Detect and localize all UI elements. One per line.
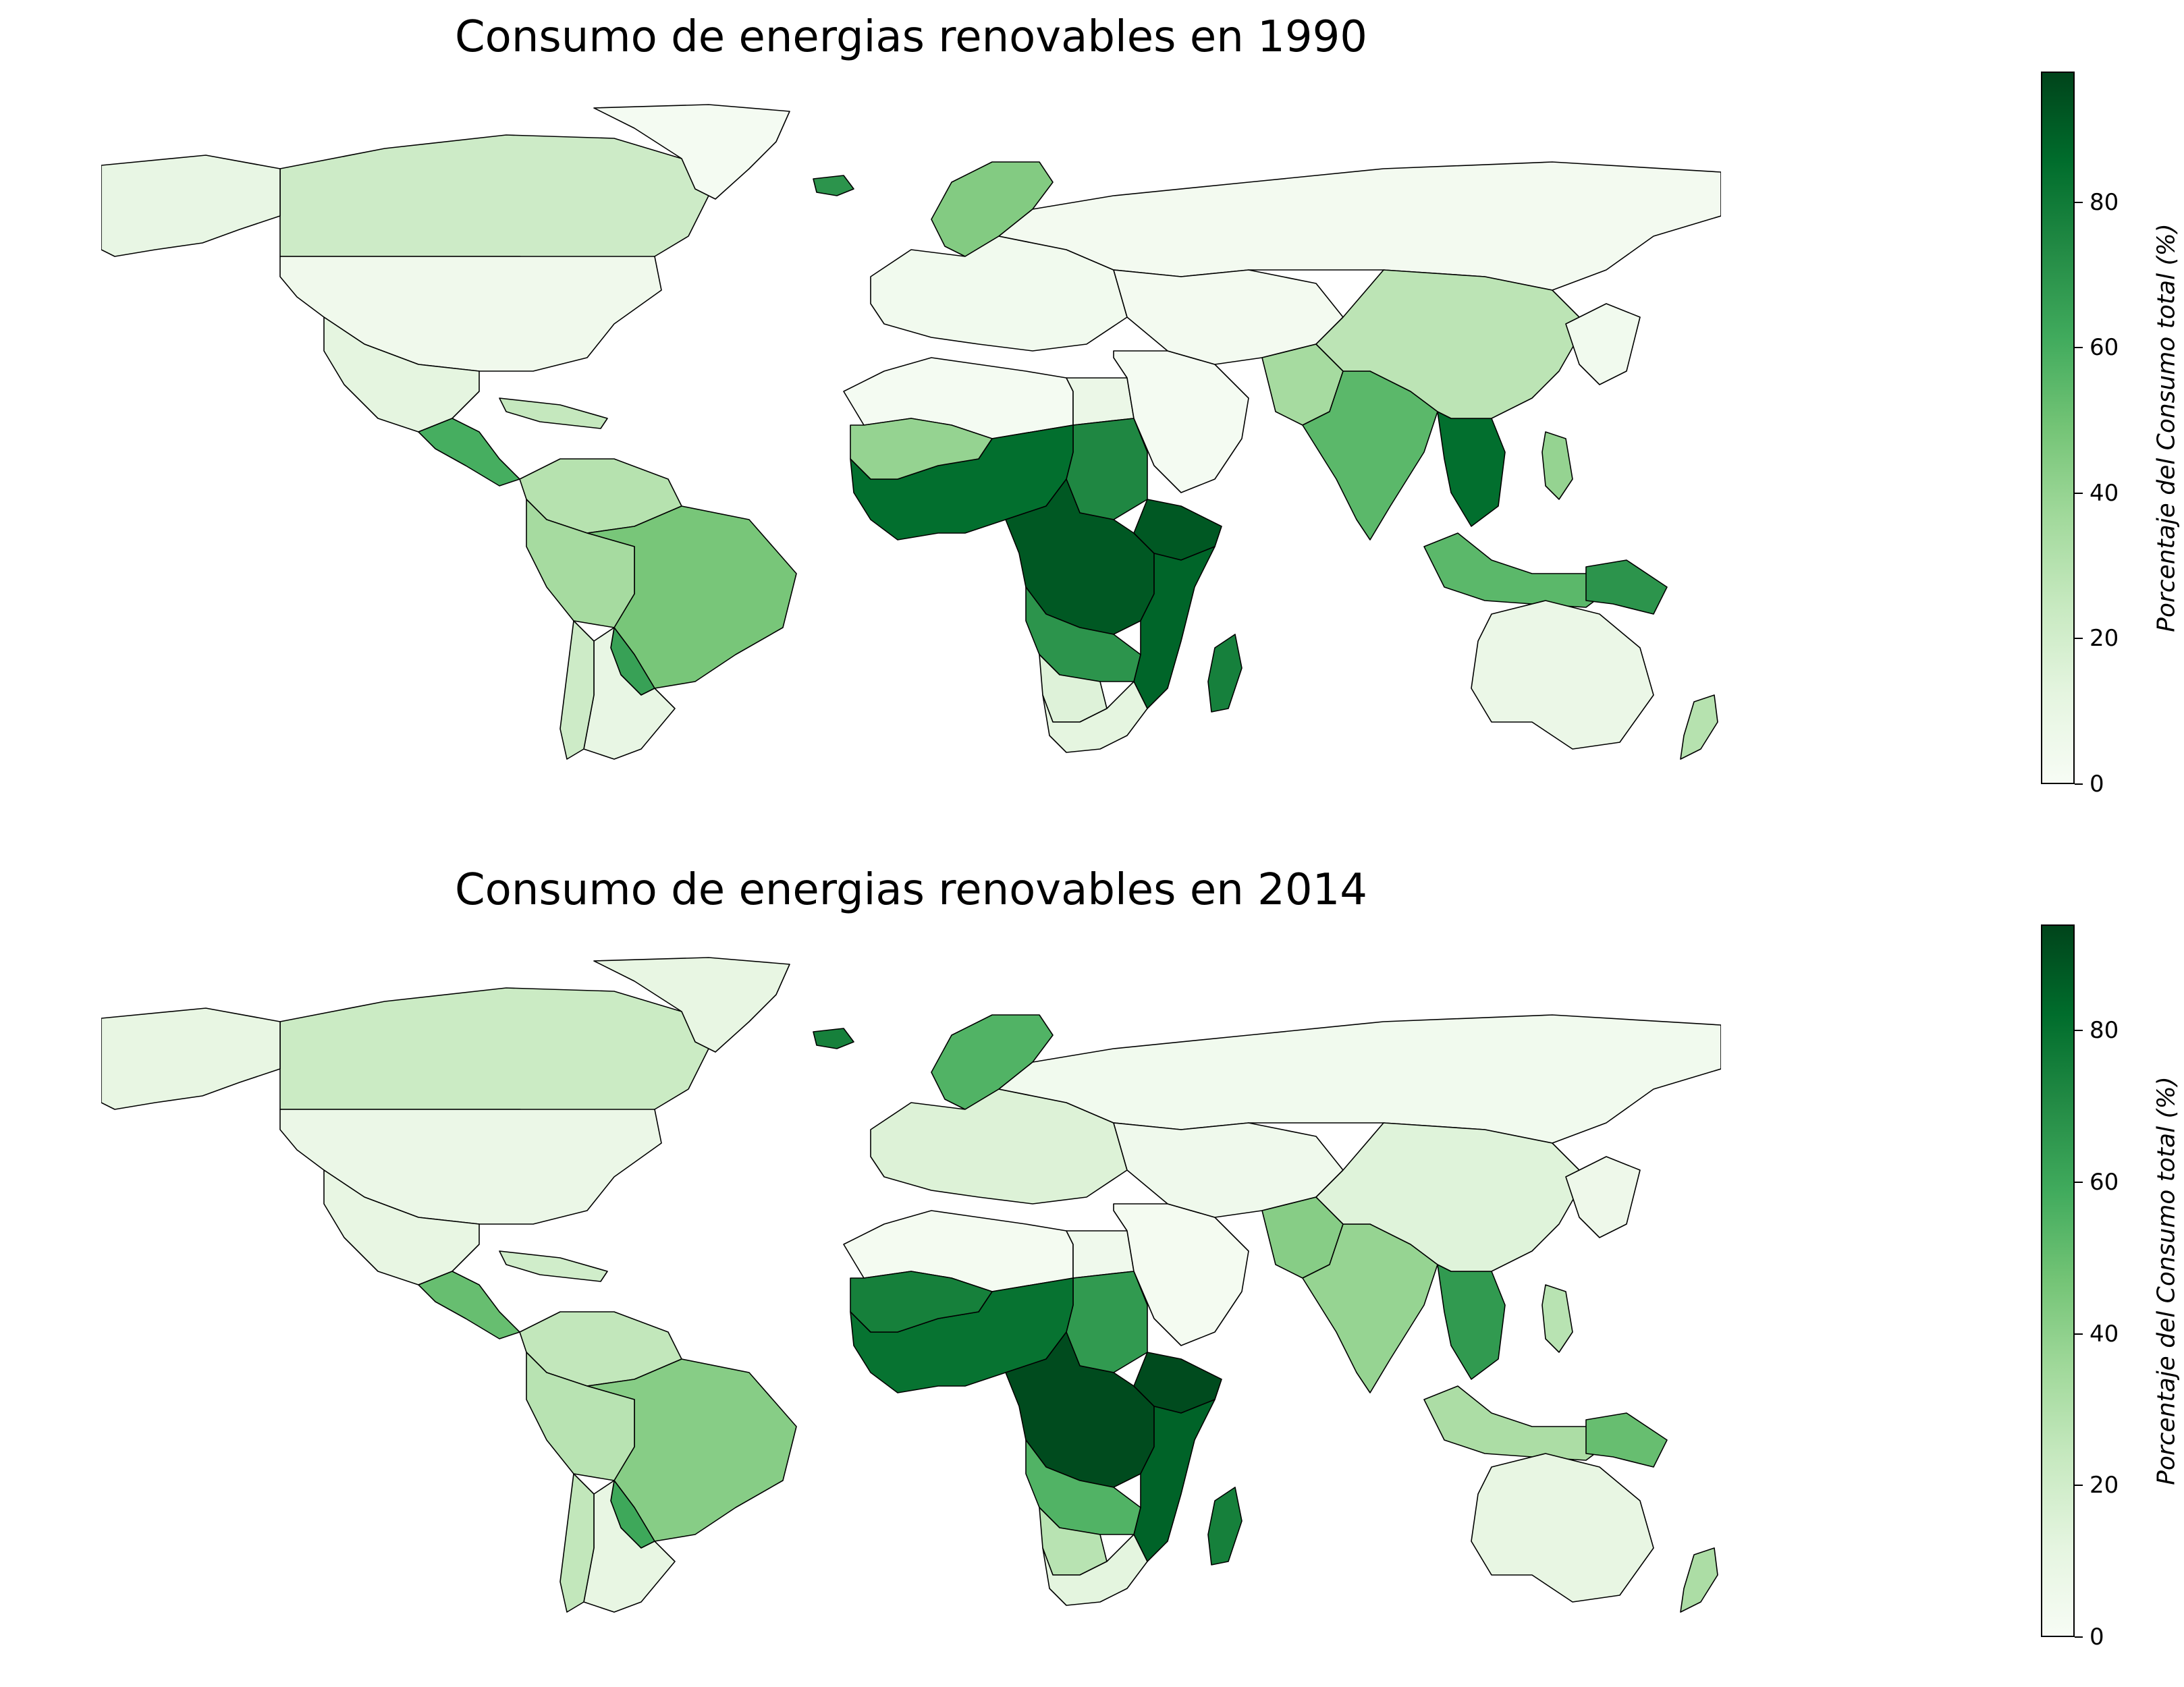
colorbar [2041, 72, 2075, 784]
region-greenland [593, 104, 790, 200]
region-alaska [101, 155, 281, 257]
region-greenland [593, 957, 790, 1053]
region-japan-korea [1565, 303, 1641, 385]
colorbar-tick-label: 60 [2090, 1168, 2119, 1196]
region-japan-korea [1565, 1156, 1641, 1238]
colorbar-tick-label: 80 [2090, 1017, 2119, 1045]
region-scandinavia [931, 1014, 1054, 1110]
region-scandinavia [931, 161, 1054, 257]
region-central-america [418, 418, 520, 487]
region-sudan [1066, 1271, 1148, 1373]
region-south-africa [1042, 1534, 1148, 1606]
region-australia [1471, 1453, 1654, 1603]
region-iceland [813, 1028, 854, 1049]
region-sahel [850, 1271, 993, 1333]
region-sahel [850, 418, 993, 480]
region-myanmar-indochina [1437, 1264, 1506, 1380]
region-russia [998, 161, 1721, 291]
region-united-states [279, 256, 662, 372]
region-indonesia [1423, 532, 1614, 608]
choropleth-map [101, 101, 1721, 763]
region-papua-new-guinea [1585, 559, 1668, 615]
colorbar-tick-label: 60 [2090, 334, 2119, 362]
region-philippines [1541, 1284, 1573, 1353]
region-myanmar-indochina [1437, 411, 1506, 527]
region-china [1315, 269, 1587, 419]
colorbar [2041, 924, 2075, 1637]
colorbar-label: Porcentaje del Consumo total (%) [2152, 223, 2181, 632]
region-caribbean [499, 397, 608, 429]
region-china [1315, 1122, 1587, 1272]
world-map-svg [101, 104, 1721, 760]
region-egypt [1066, 1230, 1135, 1279]
region-chile [559, 1473, 595, 1613]
colorbar-tick-label: 80 [2090, 188, 2119, 216]
region-australia [1471, 600, 1654, 750]
colorbar-tick-label: 40 [2090, 479, 2119, 507]
region-sudan [1066, 418, 1148, 520]
world-map-svg [101, 957, 1721, 1613]
region-east-africa [1133, 1399, 1216, 1562]
region-papua-new-guinea [1585, 1412, 1668, 1468]
region-new-zealand [1680, 694, 1718, 760]
region-peru-bolivia [526, 1352, 635, 1481]
region-caribbean [499, 1250, 608, 1282]
colorbar-tick-label: 0 [2090, 1624, 2104, 1651]
region-egypt [1066, 377, 1135, 426]
region-alaska [101, 1007, 281, 1110]
region-russia [998, 1014, 1721, 1144]
map-panel-2014: Consumo de energias renovables en 2014 0… [0, 853, 2184, 1687]
colorbar-tick-label: 40 [2090, 1320, 2119, 1348]
colorbar-tick-label: 20 [2090, 625, 2119, 653]
region-europe [870, 236, 1128, 352]
region-philippines [1541, 431, 1573, 500]
colorbar-label: Porcentaje del Consumo total (%) [2152, 1076, 2181, 1485]
region-india [1302, 1223, 1438, 1393]
region-madagascar [1207, 1487, 1243, 1566]
region-madagascar [1207, 634, 1243, 713]
region-peru-bolivia [526, 499, 635, 628]
region-united-states [279, 1109, 662, 1225]
region-india [1302, 370, 1438, 541]
region-central-america [418, 1271, 520, 1339]
colorbar-tick-label: 0 [2090, 771, 2104, 798]
region-new-zealand [1680, 1547, 1718, 1613]
choropleth-map [101, 954, 1721, 1615]
region-iceland [813, 175, 854, 196]
map-panel-1990: Consumo de energias renovables en 1990 0… [0, 0, 2184, 834]
region-indonesia [1423, 1385, 1614, 1461]
region-canada [279, 987, 709, 1117]
region-canada [279, 134, 709, 264]
region-chile [559, 620, 595, 760]
colorbar-tick-label: 20 [2090, 1472, 2119, 1499]
map-title: Consumo de energias renovables en 2014 [454, 865, 1368, 915]
region-east-africa [1133, 546, 1216, 709]
region-south-africa [1042, 681, 1148, 753]
map-title: Consumo de energias renovables en 1990 [454, 12, 1368, 62]
region-europe [870, 1088, 1128, 1205]
